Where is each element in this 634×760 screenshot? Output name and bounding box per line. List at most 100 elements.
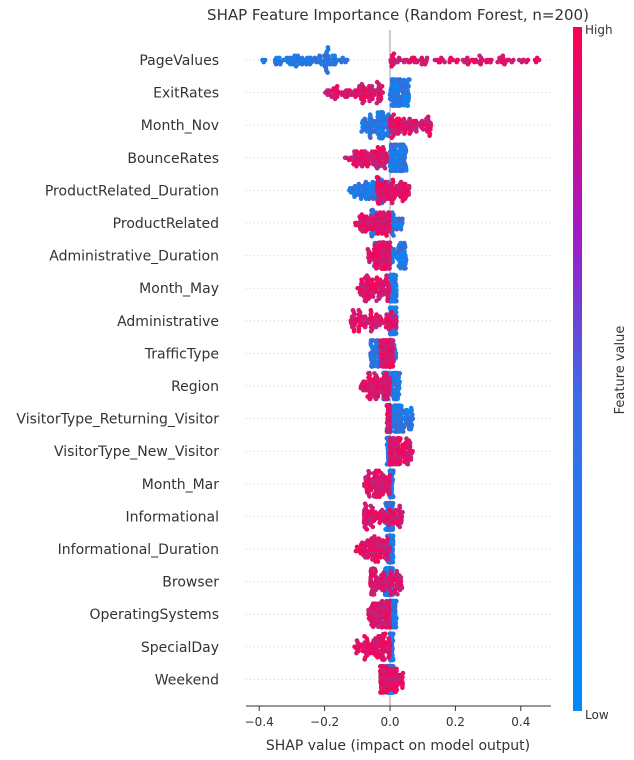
data-point — [387, 559, 393, 565]
data-point — [377, 240, 383, 245]
data-point — [352, 194, 357, 199]
data-point — [353, 94, 358, 100]
data-point — [386, 522, 391, 528]
data-point — [339, 59, 344, 65]
data-point — [400, 198, 406, 204]
data-point — [380, 492, 386, 497]
data-point — [402, 240, 407, 246]
data-point — [519, 59, 525, 65]
feature-label: Informational_Duration — [58, 542, 219, 558]
x-tick-label: 0.2 — [446, 715, 465, 729]
data-points — [260, 45, 542, 695]
chart-title: SHAP Feature Importance (Random Forest, … — [207, 6, 589, 24]
data-point — [330, 53, 336, 59]
data-point — [374, 298, 379, 304]
data-point — [402, 266, 407, 271]
data-point — [389, 77, 395, 82]
data-point — [359, 129, 364, 134]
x-tick-label: 0.4 — [511, 715, 530, 729]
data-point — [353, 220, 358, 226]
data-point — [395, 591, 400, 597]
data-point — [454, 59, 460, 65]
data-point — [299, 55, 305, 61]
data-point — [402, 131, 407, 136]
data-point — [505, 57, 510, 63]
data-point — [370, 179, 376, 185]
data-point — [360, 118, 366, 124]
feature-label: Weekend — [155, 672, 219, 688]
data-point — [352, 644, 357, 650]
data-point — [373, 163, 379, 169]
data-point — [380, 657, 385, 662]
data-point — [399, 100, 405, 106]
data-point — [388, 568, 394, 574]
data-point — [405, 103, 411, 108]
data-point — [408, 457, 414, 462]
data-point — [371, 196, 376, 202]
data-point — [362, 507, 367, 513]
data-point — [386, 624, 391, 630]
data-point — [367, 98, 372, 104]
data-point — [393, 689, 398, 695]
data-point — [374, 175, 380, 180]
data-point — [374, 79, 380, 85]
data-point — [364, 129, 370, 134]
data-point — [374, 118, 379, 124]
data-point — [382, 166, 388, 171]
data-point — [360, 183, 365, 189]
data-point — [369, 536, 374, 541]
data-point — [383, 371, 389, 376]
data-point — [381, 210, 386, 215]
data-point — [422, 61, 428, 67]
data-point — [396, 435, 401, 441]
data-point — [363, 555, 368, 560]
data-point — [376, 536, 382, 541]
data-point — [393, 461, 398, 467]
data-point — [374, 575, 380, 580]
data-point — [380, 624, 385, 630]
feature-label: Browser — [162, 575, 219, 591]
data-point — [394, 227, 400, 232]
data-point — [392, 403, 398, 408]
data-point — [384, 557, 390, 562]
data-point — [392, 331, 398, 337]
data-point — [378, 338, 383, 344]
data-point — [384, 183, 389, 189]
colorbar — [573, 27, 582, 711]
data-point — [363, 475, 368, 480]
data-point — [378, 377, 384, 383]
data-point — [497, 55, 502, 61]
data-point — [367, 396, 373, 402]
data-point — [380, 587, 385, 593]
data-point — [377, 494, 382, 500]
data-point — [406, 183, 412, 189]
data-point — [366, 616, 372, 621]
data-point — [355, 316, 361, 322]
data-point — [377, 314, 383, 319]
data-point — [363, 298, 369, 304]
data-point — [395, 131, 401, 136]
data-point — [403, 440, 409, 446]
data-point — [366, 320, 372, 326]
feature-label: PageValues — [139, 53, 219, 69]
data-point — [359, 277, 364, 283]
data-point — [359, 163, 365, 169]
data-point — [378, 363, 384, 369]
data-point — [363, 387, 369, 393]
data-point — [372, 242, 378, 248]
data-point — [388, 86, 394, 91]
data-point — [359, 314, 365, 319]
feature-label: TrafficType — [144, 346, 219, 362]
data-point — [383, 338, 389, 343]
data-point — [392, 194, 398, 199]
data-point — [400, 509, 405, 515]
data-point — [388, 272, 394, 278]
data-point — [362, 86, 368, 91]
data-point — [495, 59, 500, 65]
data-point — [368, 308, 374, 313]
data-point — [439, 55, 444, 61]
data-point — [370, 207, 375, 213]
data-point — [373, 149, 378, 154]
data-point — [387, 96, 393, 102]
data-point — [387, 473, 393, 478]
